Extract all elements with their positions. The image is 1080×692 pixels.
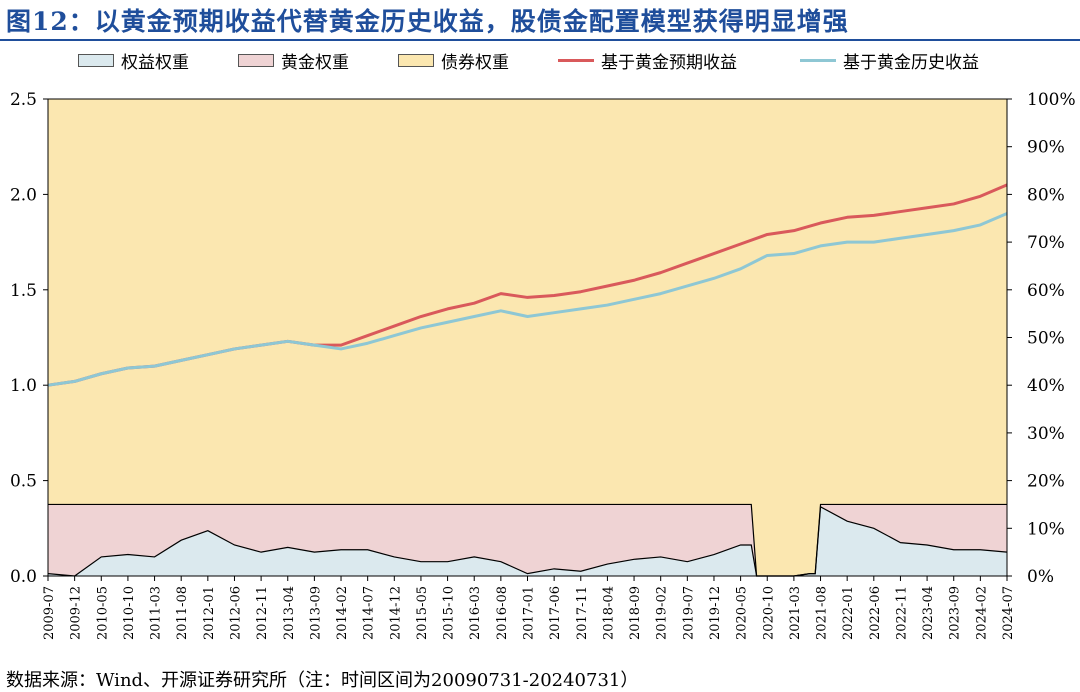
- x-axis-tick-label: 2023-09: [948, 586, 963, 640]
- bond-weight-area: [48, 99, 1007, 576]
- x-axis-tick-label: 2013-04: [282, 586, 297, 640]
- legend-expected-swatch: [558, 58, 594, 62]
- x-axis-tick-label: 2010-05: [95, 586, 110, 640]
- left-axis-tick-label: 1.0: [10, 376, 37, 396]
- legend-expected-label: 基于黄金预期收益: [601, 52, 737, 73]
- right-axis-tick-label: 80%: [1027, 185, 1065, 205]
- x-axis-tick-label: 2020-05: [735, 586, 750, 640]
- data-source-note: 数据来源：Wind、开源证券研究所（注：时间区间为20090731-202407…: [6, 670, 639, 691]
- legend-gold-label: 黄金权重: [281, 52, 349, 73]
- x-axis-tick-label: 2022-06: [868, 586, 883, 640]
- x-axis-tick-label: 2016-03: [468, 586, 483, 640]
- legend-equity: 权益权重: [78, 48, 189, 73]
- x-axis-tick-label: 2020-10: [761, 586, 776, 640]
- x-axis-tick-label: 2013-09: [308, 586, 323, 640]
- legend-bond-swatch: [398, 53, 434, 67]
- right-axis-tick-label: 100%: [1027, 90, 1076, 110]
- title-underline: [0, 39, 1080, 41]
- legend-bond-label: 债券权重: [441, 52, 509, 73]
- x-axis-tick-label: 2022-01: [841, 586, 856, 640]
- legend-gold-swatch: [238, 53, 274, 67]
- x-axis-tick-label: 2015-10: [442, 586, 457, 640]
- legend-equity-swatch: [78, 53, 114, 67]
- right-axis-tick-label: 90%: [1027, 138, 1065, 158]
- x-axis-tick-label: 2011-08: [175, 586, 190, 640]
- equity-weight-boundary: [47, 505, 1008, 577]
- x-axis-tick-label: 2012-01: [202, 586, 217, 640]
- x-axis-tick-label: 2019-07: [681, 586, 696, 640]
- equity-weight-area: [48, 506, 1007, 576]
- right-axis-tick-label: 0%: [1027, 567, 1054, 587]
- right-axis-tick-label: 60%: [1027, 281, 1065, 301]
- x-axis-tick-label: 2010-10: [122, 586, 137, 640]
- right-axis-tick-label: 40%: [1027, 376, 1065, 396]
- legend-expected: 基于黄金预期收益: [558, 48, 737, 73]
- right-axis-tick-label: 20%: [1027, 472, 1065, 492]
- right-axis-tick-label: 30%: [1027, 424, 1065, 444]
- gold-weight-boundary: [48, 503, 1007, 577]
- x-axis-tick-label: 2019-12: [708, 586, 723, 640]
- x-axis-tick-label: 2024-02: [974, 586, 989, 640]
- figure-title: 图12：以黄金预期收益代替黄金历史收益，股债金配置模型获得明显增强: [6, 7, 849, 36]
- legend-historical: 基于黄金历史收益: [800, 48, 979, 73]
- allocation-chart: 0.0 0.5 1.0 1.5 2.0 2.5 0% 10% 20% 30% 40% 50% 60% 70…: [10, 90, 1076, 640]
- left-axis-tick-label: 0.0: [10, 567, 37, 587]
- legend-historical-label: 基于黄金历史收益: [843, 52, 979, 73]
- historical-return-line: [47, 212, 1008, 387]
- right-axis-tick-label: 70%: [1027, 233, 1065, 253]
- x-axis-tick-label: 2012-06: [228, 586, 243, 640]
- left-axis-tick-label: 0.5: [10, 472, 37, 492]
- x-axis-tick-label: 2009-07: [42, 586, 57, 640]
- x-axis-tick-label: 2018-09: [628, 586, 643, 640]
- x-axis-tick-label: 2019-02: [655, 586, 670, 640]
- right-axis-tick-label: 10%: [1027, 519, 1065, 539]
- left-axis-tick-label: 2.0: [10, 185, 37, 205]
- x-axis-tick-label: 2014-02: [335, 586, 350, 640]
- x-axis-tick-label: 2017-01: [522, 586, 537, 640]
- x-axis-tick-label: 2022-11: [894, 586, 909, 640]
- x-axis-tick-label: 2009-12: [69, 586, 84, 640]
- x-axis-tick-label: 2018-04: [601, 586, 616, 640]
- legend-gold: 黄金权重: [238, 48, 349, 73]
- legend-equity-label: 权益权重: [121, 52, 189, 73]
- right-axis-tick-label: 50%: [1027, 329, 1065, 349]
- x-axis-tick-label: 2024-07: [1001, 586, 1016, 640]
- x-axis-tick-label: 2017-11: [575, 586, 590, 640]
- x-axis-tick-label: 2017-06: [548, 586, 563, 640]
- left-axis-tick-label: 2.5: [10, 90, 37, 110]
- x-axis-tick-label: 2023-04: [921, 586, 936, 640]
- x-axis-tick-label: 2015-05: [415, 586, 430, 640]
- legend-bond: 债券权重: [398, 48, 509, 73]
- left-axis-tick-label: 1.5: [10, 281, 37, 301]
- x-axis-tick-label: 2011-03: [149, 586, 164, 640]
- x-axis-tick-label: 2014-12: [388, 586, 403, 640]
- x-axis-tick-label: 2012-11: [255, 586, 270, 640]
- chart-legend: 权益权重 黄金权重 债券权重 基于黄金预期收益 基于黄金历史收益: [0, 48, 1080, 73]
- x-axis-tick-label: 2021-03: [788, 586, 803, 640]
- x-axis-tick-label: 2021-08: [815, 586, 830, 640]
- legend-historical-swatch: [800, 58, 836, 62]
- x-axis-tick-label: 2014-07: [362, 586, 377, 640]
- x-axis-tick-label: 2016-08: [495, 586, 510, 640]
